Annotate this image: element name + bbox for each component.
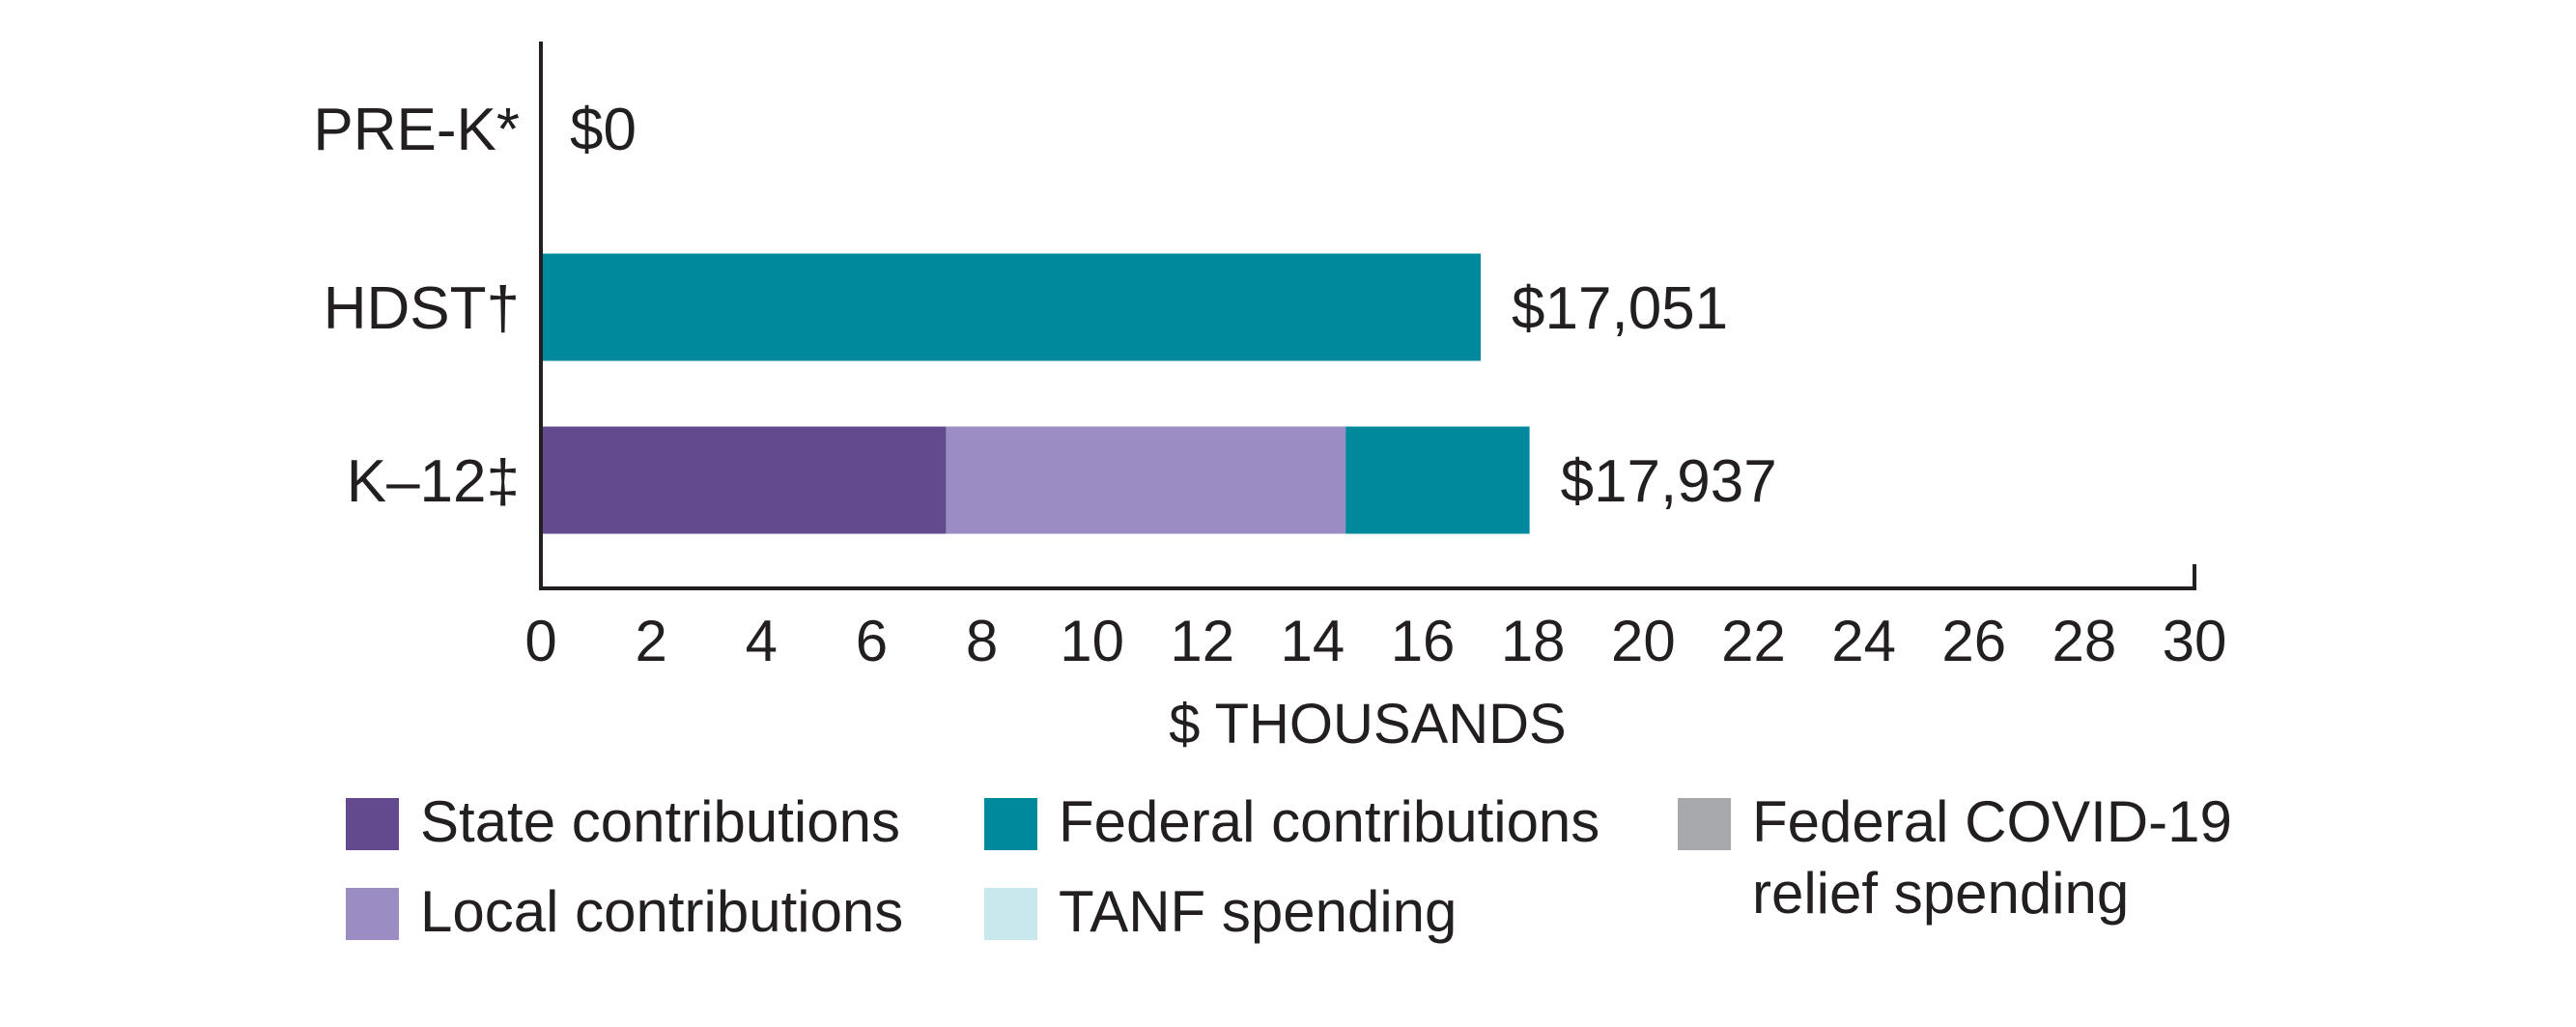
x-tick-label: 2: [635, 609, 666, 673]
category-label-pre-k: PRE-K*: [313, 97, 520, 163]
category-label-hdst: HDST†: [324, 275, 520, 342]
x-tick-label: 0: [524, 609, 556, 673]
legend-label-covid-relief: Federal COVID-19 relief spending: [1752, 786, 2232, 929]
value-label-k-12: $17,937: [1561, 448, 1777, 515]
bars-group: [541, 253, 1530, 534]
category-label-k-12: K–12‡: [347, 448, 520, 515]
x-tick-label: 30: [2163, 609, 2227, 673]
legend-swatch-covid-relief: [1678, 798, 1731, 850]
bar-k-12-federal-contributions: [1345, 426, 1530, 534]
value-labels: $0 $17,051 $17,937: [570, 97, 1777, 515]
x-tick-labels: 0 2 4 6 8 10 12 14 16 18 20 22 24 26 28 30: [524, 609, 2226, 673]
axes-group: [539, 42, 2196, 590]
x-tick-label: 18: [1501, 609, 1566, 673]
value-label-pre-k: $0: [570, 97, 637, 163]
x-tick-label: 16: [1391, 609, 1456, 673]
legend-item-covid-relief: Federal COVID-19 relief spending: [1678, 789, 2232, 929]
legend-label-federal: Federal contributions: [1059, 789, 1600, 854]
legend-swatch-local: [346, 888, 399, 940]
legend-label-state: State contributions: [420, 789, 900, 854]
x-tick-label: 26: [1941, 609, 2006, 673]
legend-item-tanf: TANF spending: [984, 879, 1457, 948]
x-tick-label: 22: [1721, 609, 1786, 673]
bar-k-12-state-contributions: [541, 426, 947, 534]
legend-item-state: State contributions: [346, 789, 900, 858]
legend-swatch-federal: [984, 798, 1037, 850]
x-tick-label: 4: [746, 609, 778, 673]
x-tick-label: 8: [966, 609, 998, 673]
x-tick-label: 10: [1060, 609, 1124, 673]
value-label-hdst: $17,051: [1512, 275, 1728, 342]
legend-label-local: Local contributions: [420, 879, 904, 944]
x-tick-label: 20: [1611, 609, 1676, 673]
x-tick-label: 14: [1281, 609, 1345, 673]
legend-label-covid-relief-line2: relief spending: [1752, 861, 2130, 926]
legend-label-covid-relief-line1: Federal COVID-19: [1752, 789, 2232, 854]
bar-k-12-local-contributions: [946, 426, 1346, 534]
x-tick-label: 24: [1831, 609, 1896, 673]
legend-swatch-tanf: [984, 888, 1037, 940]
category-labels: PRE-K* HDST† K–12‡: [313, 97, 520, 515]
x-tick-label: 28: [2052, 609, 2116, 673]
x-axis-title: $ THOUSANDS: [1169, 693, 1566, 756]
legend-swatch-state: [346, 798, 399, 850]
legend-item-local: Local contributions: [346, 879, 903, 948]
x-tick-label: 12: [1170, 609, 1234, 673]
legend-label-tanf: TANF spending: [1059, 879, 1458, 944]
legend-item-federal: Federal contributions: [984, 789, 1599, 858]
bar-hdst-federal-contributions: [541, 253, 1482, 361]
x-tick-label: 6: [856, 609, 888, 673]
